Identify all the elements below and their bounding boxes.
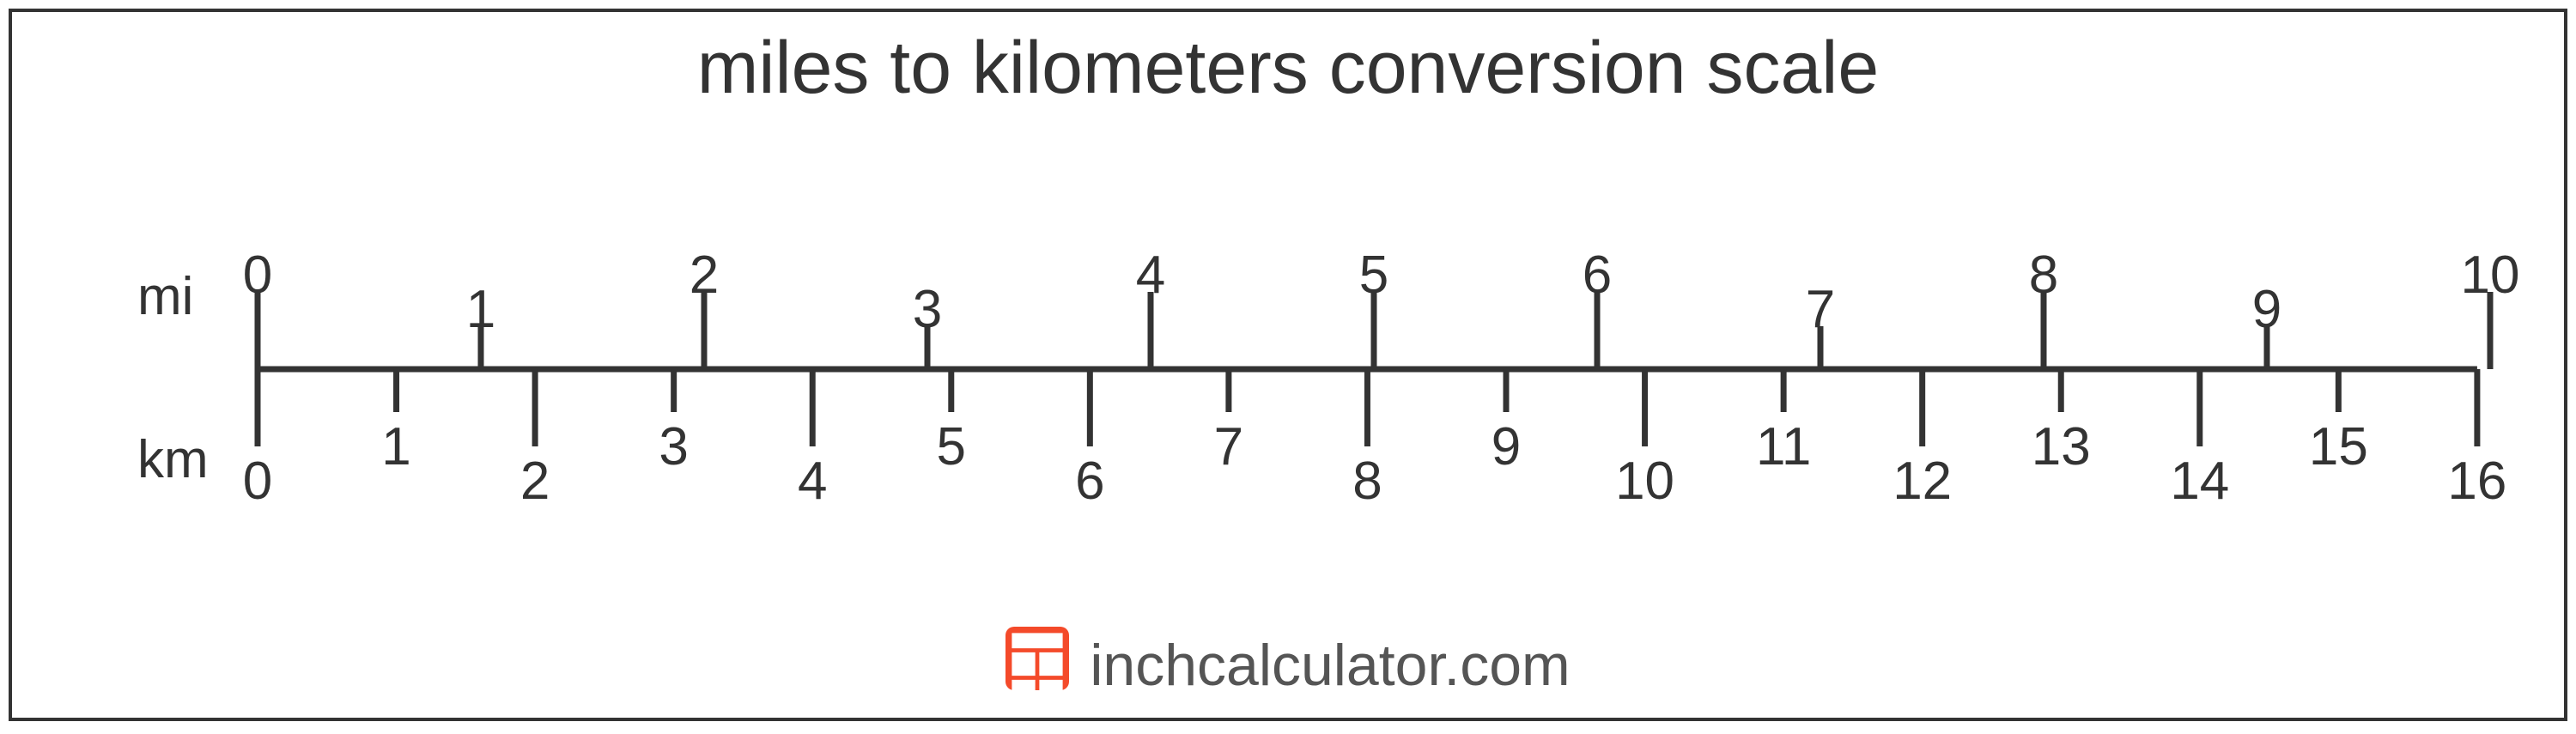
tick-label: 8 xyxy=(1352,451,1382,512)
tick-label: 6 xyxy=(1075,451,1104,512)
tick-label: 10 xyxy=(1615,451,1674,512)
brand-text: inchcalculator.com xyxy=(1090,632,1570,699)
tick-label: 3 xyxy=(659,416,688,477)
tick-label: 4 xyxy=(1136,245,1165,306)
tick-label: 2 xyxy=(690,245,719,306)
tick-label: 9 xyxy=(2252,279,2281,340)
tick-label: 3 xyxy=(913,279,942,340)
tick-label: 1 xyxy=(466,279,495,340)
tick-label: 0 xyxy=(243,451,272,512)
tick-label: 16 xyxy=(2447,451,2506,512)
tick-label: 12 xyxy=(1893,451,1952,512)
tick-label: 9 xyxy=(1492,416,1521,477)
tick-label: 1 xyxy=(381,416,410,477)
calculator-icon xyxy=(1005,627,1069,704)
tick-label: 7 xyxy=(1806,279,1835,340)
tick-label: 11 xyxy=(1756,416,1811,477)
tick-label: 5 xyxy=(1359,245,1388,306)
tick-label: 2 xyxy=(520,451,550,512)
tick-label: 13 xyxy=(2032,416,2091,477)
tick-label: 6 xyxy=(1583,245,1612,306)
tick-label: 15 xyxy=(2309,416,2368,477)
tick-label: 8 xyxy=(2029,245,2058,306)
tick-label: 5 xyxy=(937,416,966,477)
tick-label: 7 xyxy=(1214,416,1243,477)
tick-label: 10 xyxy=(2461,245,2520,306)
tick-label: 14 xyxy=(2170,451,2229,512)
tick-label: 0 xyxy=(243,245,272,306)
footer: inchcalculator.com xyxy=(0,627,2576,704)
ruler-axis xyxy=(0,0,2576,730)
tick-label: 4 xyxy=(798,451,827,512)
